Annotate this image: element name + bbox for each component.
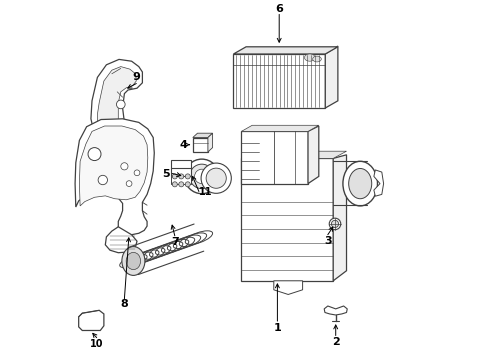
Ellipse shape: [179, 182, 184, 187]
Ellipse shape: [126, 181, 132, 186]
Polygon shape: [233, 47, 338, 54]
Ellipse shape: [329, 218, 341, 230]
Ellipse shape: [134, 170, 140, 176]
Bar: [242, 131, 308, 184]
Bar: [242, 158, 333, 281]
Ellipse shape: [349, 168, 372, 199]
Text: 9: 9: [132, 72, 140, 82]
Ellipse shape: [185, 174, 190, 179]
Text: 2: 2: [332, 337, 340, 347]
Polygon shape: [374, 170, 384, 196]
Ellipse shape: [122, 247, 145, 275]
Ellipse shape: [98, 175, 107, 185]
Ellipse shape: [185, 182, 190, 187]
Polygon shape: [324, 306, 347, 315]
Polygon shape: [242, 151, 346, 158]
Polygon shape: [242, 125, 319, 131]
Text: 10: 10: [90, 339, 103, 349]
Ellipse shape: [179, 174, 184, 179]
Polygon shape: [333, 155, 346, 281]
Text: 1: 1: [273, 323, 281, 333]
Polygon shape: [91, 59, 143, 153]
Polygon shape: [75, 119, 154, 235]
Bar: [171, 168, 191, 176]
Polygon shape: [325, 46, 338, 108]
Polygon shape: [98, 67, 136, 148]
Text: 11: 11: [198, 186, 212, 197]
Ellipse shape: [121, 163, 128, 170]
Polygon shape: [79, 126, 148, 206]
Polygon shape: [208, 133, 213, 152]
Ellipse shape: [190, 164, 214, 189]
Ellipse shape: [126, 252, 141, 270]
Ellipse shape: [304, 54, 315, 61]
Text: 6: 6: [275, 4, 283, 14]
Polygon shape: [79, 310, 104, 330]
Polygon shape: [118, 152, 123, 157]
Ellipse shape: [313, 56, 321, 62]
Text: 8: 8: [121, 299, 128, 309]
Ellipse shape: [185, 159, 219, 194]
Ellipse shape: [117, 100, 125, 109]
Text: 7: 7: [171, 237, 179, 247]
Polygon shape: [105, 227, 137, 253]
Bar: [171, 160, 191, 169]
Polygon shape: [274, 281, 303, 294]
Bar: [233, 54, 325, 108]
Bar: [193, 138, 208, 152]
Ellipse shape: [206, 168, 226, 188]
Polygon shape: [193, 133, 213, 138]
Text: 3: 3: [324, 236, 332, 246]
Ellipse shape: [195, 169, 209, 184]
Polygon shape: [105, 152, 110, 157]
Text: 5: 5: [162, 168, 170, 179]
Ellipse shape: [343, 161, 377, 206]
Polygon shape: [308, 126, 319, 184]
Text: 4: 4: [179, 140, 187, 150]
Ellipse shape: [331, 220, 339, 228]
Ellipse shape: [172, 174, 177, 179]
Ellipse shape: [88, 148, 101, 161]
Bar: [171, 176, 191, 184]
Ellipse shape: [201, 163, 231, 193]
Ellipse shape: [172, 182, 177, 187]
